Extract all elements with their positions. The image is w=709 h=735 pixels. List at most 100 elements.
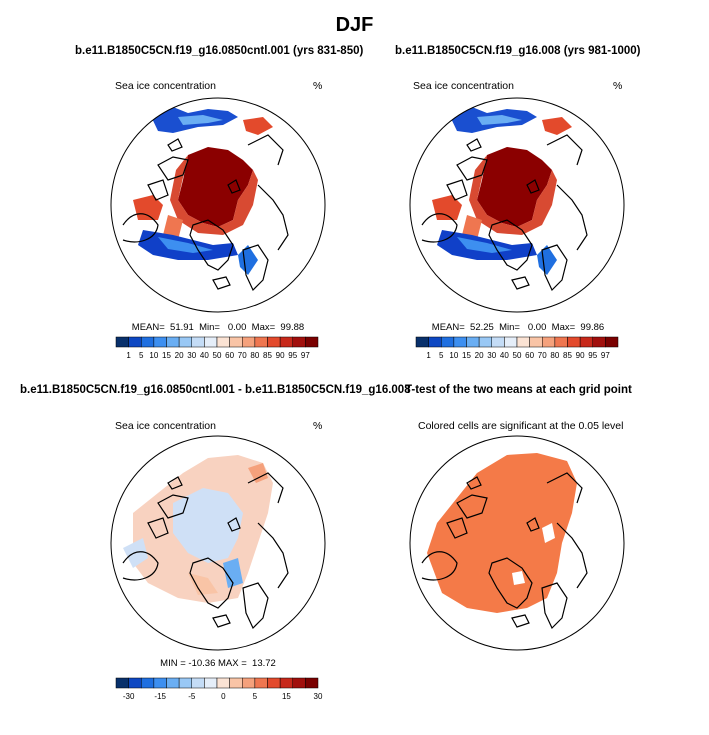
panel-1-colorbar-tick-label: 97 [301,351,310,360]
panel-1-colorbar-swatch [191,336,205,348]
panel-2-colorbar-tick-label: 50 [513,351,522,360]
panel-3-colorbar-tick-label: -5 [188,692,196,701]
panel-1-colorbar-tick-label: 15 [162,351,171,360]
panel-2-stats: MEAN= 52.25 Min= 0.00 Max= 99.86 [431,322,605,333]
panel-3-colorbar-tick-label: 5 [253,692,258,701]
panel-2-colorbar-tick-label: 20 [475,351,484,360]
panel-1-colorbar-swatch [305,336,319,348]
panel-1-colorbar-swatch [153,336,167,348]
panel-1-colorbar-swatch [141,336,155,348]
panel-2-colorbar-tick-label: 5 [439,351,444,360]
panel-2-colorbar-tick-label: 1 [426,351,431,360]
panel-2-colorbar-swatch [453,336,467,348]
panel-2-colorbar-swatch [542,336,556,348]
panel-1-colorbar-tick-label: 50 [213,351,222,360]
panel-3-colorbar-swatch [128,677,142,689]
panel-1-colorbar-swatch [229,336,243,348]
panel-3-title: b.e11.B1850C5CN.f19_g16.0850cntl.001 - b… [20,384,411,396]
panel-1-colorbar-tick-label: 70 [238,351,247,360]
panel-1-colorbar-tick-label: 5 [139,351,144,360]
panel-2-colorbar-tick-label: 95 [588,351,597,360]
panel-2-colorbar-swatch [491,336,505,348]
panel-2-colorbar-swatch [415,336,429,348]
panel-2-colorbar-tick-label: 40 [500,351,509,360]
panel-1-colorbar-tick-label: 95 [288,351,297,360]
panel-1-colorbar-tick-label: 80 [250,351,259,360]
panel-3-colorbar-swatch [279,677,293,689]
panel-2-map [409,97,625,313]
panel-2-colorbar-swatch [428,336,442,348]
panel-2-colorbar-swatch [554,336,568,348]
panel-1-colorbar-swatch [128,336,142,348]
panel-1-colorbar-swatch [267,336,281,348]
panel-1-colorbar-tick-label: 60 [225,351,234,360]
panel-1-colorbar-tick-label: 10 [149,351,158,360]
panel-3-colorbar-swatch [242,677,256,689]
panel-2-colorbar-swatch [579,336,593,348]
panel-1-units: % [313,80,323,92]
panel-2-colorbar-swatch [504,336,518,348]
panel-2-colorbar-tick-label: 90 [576,351,585,360]
panel-3-colorbar-swatch [267,677,281,689]
panel-2-colorbar-swatch [478,336,492,348]
panel-3-map [110,435,326,651]
panel-1-title: b.e11.B1850C5CN.f19_g16.0850cntl.001 (yr… [75,45,364,57]
panel-2-colorbar-swatch [605,336,619,348]
panel-3-colorbar-tick-label: 15 [282,692,291,701]
panel-1-colorbar-swatch [178,336,192,348]
panel-3-colorbar-swatch [191,677,205,689]
panel-2-colorbar-tick-label: 97 [601,351,610,360]
panel-3-colorbar-swatch [305,677,319,689]
panel-1-colorbar-tick-label: 30 [187,351,196,360]
panel-2-colorbar-tick-label: 80 [550,351,559,360]
panel-1-colorbar-tick-label: 20 [175,351,184,360]
panel-3-colorbar-swatch [141,677,155,689]
panel-3-colorbar-swatch [153,677,167,689]
panel-1-colorbar-tick-label: 90 [276,351,285,360]
panel-2-colorbar-tick-label: 15 [462,351,471,360]
panel-3-colorbar-tick-label: -15 [154,692,166,701]
panel-3-colorbar: -30 -15 -5 0 5 15 30 [115,677,323,701]
panel-4-map [409,435,625,651]
panel-4-title: T-test of the two means at each grid poi… [405,384,632,396]
panel-1-colorbar-swatch [216,336,230,348]
panel-3-colorbar-tick-label: 30 [314,692,323,701]
panel-2-variable: Sea ice concentration [413,80,514,92]
panel-2-colorbar-swatch [466,336,480,348]
figure-title: DJF [335,14,374,36]
panel-2-title: b.e11.B1850C5CN.f19_g16.008 (yrs 981-100… [395,45,641,57]
panel-3-colorbar-swatch [216,677,230,689]
panel-1-map [110,97,326,313]
panel-4-note: Colored cells are significant at the 0.0… [418,420,624,432]
panel-1-colorbar-swatch [166,336,180,348]
panel-2-colorbar-swatch [529,336,543,348]
panel-3-colorbar-swatch [254,677,268,689]
panel-1-variable: Sea ice concentration [115,80,216,92]
panel-1-colorbar-swatch [254,336,268,348]
panel-2-colorbar-swatch [592,336,606,348]
panel-1-colorbar-swatch [115,336,129,348]
panel-1-stats: MEAN= 51.91 Min= 0.00 Max= 99.88 [131,322,305,333]
panel-1-colorbar-swatch [292,336,306,348]
panel-3-stats: MIN = -10.36 MAX = 13.72 [160,658,276,669]
panel-3-colorbar-swatch [229,677,243,689]
panel-2-colorbar-tick-label: 85 [563,351,572,360]
panel-1-colorbar-swatch [242,336,256,348]
panel-2-colorbar-tick-label: 60 [525,351,534,360]
panel-3-colorbar-swatch [178,677,192,689]
panel-1-colorbar-tick-label: 40 [200,351,209,360]
panel-3-units: % [313,420,323,432]
panel-2-colorbar-swatch [516,336,530,348]
panel-1-colorbar-swatch [279,336,293,348]
panel-2-colorbar: 1 5 10 15 20 30 40 50 60 70 80 85 90 95 97 [415,336,619,360]
panel-3-colorbar-swatch [166,677,180,689]
panel-2-colorbar-swatch [441,336,455,348]
panel-2-colorbar-tick-label: 10 [449,351,458,360]
panel-1-colorbar-tick-label: 85 [263,351,272,360]
panel-3-colorbar-tick-label: 0 [221,692,226,701]
panel-2-colorbar-tick-label: 30 [487,351,496,360]
panel-3-variable: Sea ice concentration [115,420,216,432]
panel-3-colorbar-swatch [204,677,218,689]
panel-2-units: % [613,80,623,92]
